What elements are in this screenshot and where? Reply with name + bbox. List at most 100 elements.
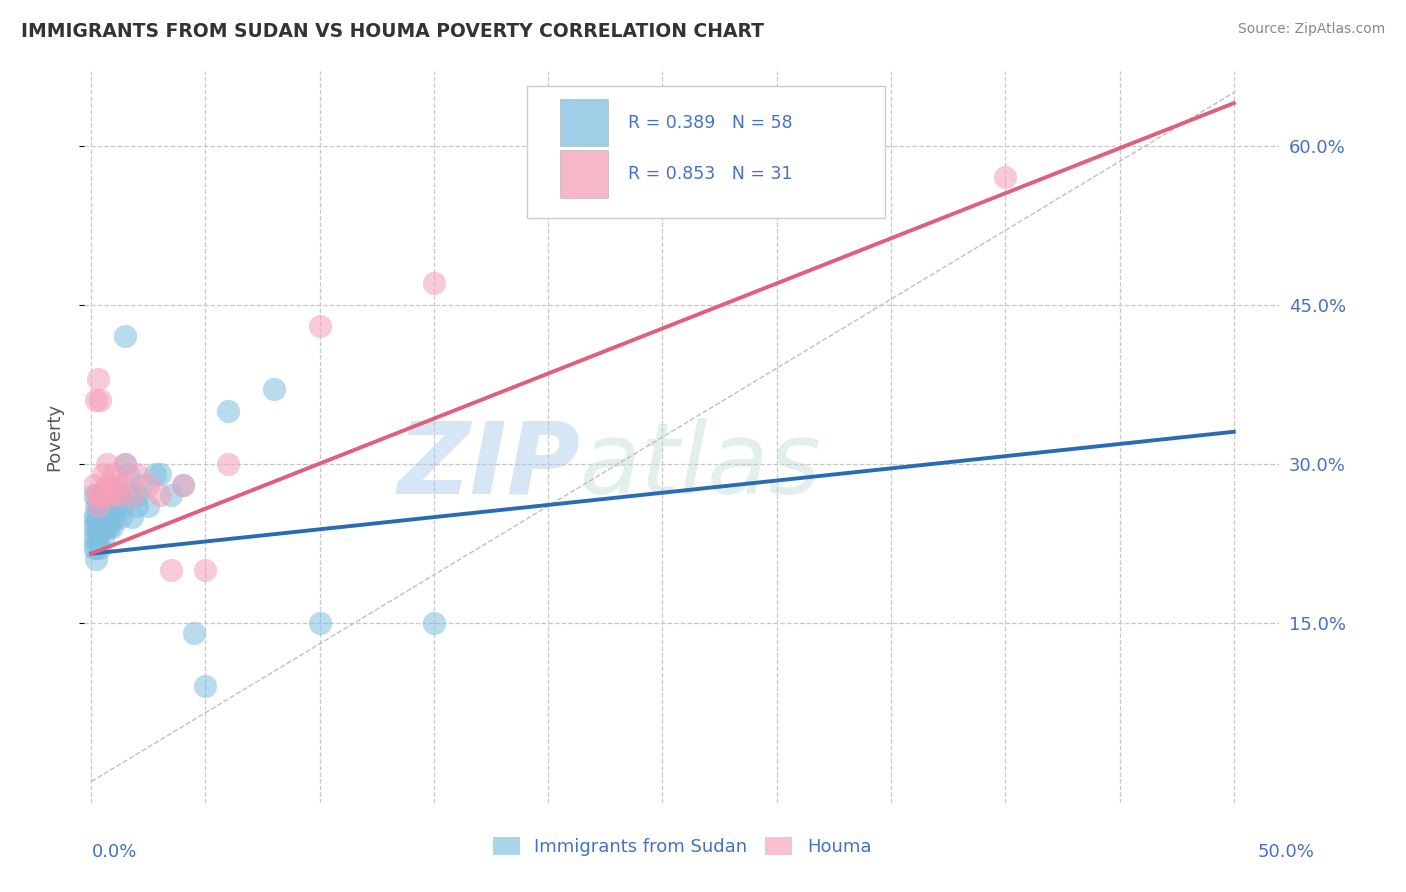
- Point: [87, 499, 110, 513]
- Point: [143, 467, 166, 482]
- Point: [83, 541, 105, 556]
- Point: [94, 488, 117, 502]
- Point: [87, 509, 110, 524]
- Point: [83, 509, 105, 524]
- Text: 50.0%: 50.0%: [1258, 843, 1315, 861]
- Point: [423, 615, 446, 630]
- Text: Source: ZipAtlas.com: Source: ZipAtlas.com: [1237, 22, 1385, 37]
- Point: [103, 509, 125, 524]
- Point: [423, 277, 446, 291]
- Point: [110, 509, 132, 524]
- Point: [94, 509, 117, 524]
- Point: [84, 499, 107, 513]
- Point: [138, 477, 160, 491]
- Text: R = 0.389   N = 58: R = 0.389 N = 58: [628, 113, 793, 131]
- Point: [91, 520, 114, 534]
- Point: [114, 329, 136, 343]
- FancyBboxPatch shape: [560, 150, 607, 197]
- Point: [217, 403, 239, 417]
- Point: [91, 531, 114, 545]
- Point: [194, 679, 217, 693]
- Point: [101, 499, 124, 513]
- Text: R = 0.853   N = 31: R = 0.853 N = 31: [628, 165, 793, 183]
- Point: [84, 392, 107, 407]
- Point: [994, 170, 1017, 185]
- Point: [107, 488, 129, 502]
- Point: [83, 531, 105, 545]
- Point: [89, 499, 111, 513]
- Point: [87, 520, 110, 534]
- Text: 0.0%: 0.0%: [91, 843, 136, 861]
- Point: [149, 488, 172, 502]
- Point: [89, 541, 111, 556]
- FancyBboxPatch shape: [527, 86, 886, 218]
- Point: [83, 477, 105, 491]
- Point: [101, 488, 124, 502]
- Point: [112, 499, 135, 513]
- Point: [263, 383, 285, 397]
- Text: ZIP: ZIP: [398, 417, 581, 515]
- Point: [89, 509, 111, 524]
- Point: [131, 477, 153, 491]
- Point: [105, 499, 128, 513]
- Point: [96, 477, 118, 491]
- Point: [87, 531, 110, 545]
- Point: [91, 488, 114, 502]
- Point: [89, 392, 111, 407]
- Point: [91, 499, 114, 513]
- Text: IMMIGRANTS FROM SUDAN VS HOUMA POVERTY CORRELATION CHART: IMMIGRANTS FROM SUDAN VS HOUMA POVERTY C…: [21, 22, 763, 41]
- Point: [121, 488, 143, 502]
- Point: [105, 477, 128, 491]
- Point: [94, 520, 117, 534]
- Point: [103, 467, 125, 482]
- Point: [765, 192, 787, 206]
- FancyBboxPatch shape: [560, 99, 607, 146]
- Point: [98, 509, 121, 524]
- Point: [98, 477, 121, 491]
- Point: [84, 488, 107, 502]
- Point: [96, 509, 118, 524]
- Point: [308, 615, 330, 630]
- Point: [160, 488, 183, 502]
- Point: [125, 499, 148, 513]
- Point: [89, 520, 111, 534]
- Point: [183, 626, 205, 640]
- Point: [84, 552, 107, 566]
- Point: [84, 531, 107, 545]
- Point: [87, 488, 110, 502]
- Point: [125, 467, 148, 482]
- Point: [114, 457, 136, 471]
- Point: [83, 488, 105, 502]
- Point: [107, 488, 129, 502]
- Point: [121, 509, 143, 524]
- Text: atlas: atlas: [581, 417, 823, 515]
- Point: [96, 520, 118, 534]
- Point: [117, 467, 139, 482]
- Point: [172, 477, 194, 491]
- Y-axis label: Poverty: Poverty: [45, 403, 63, 471]
- Legend: Immigrants from Sudan, Houma: Immigrants from Sudan, Houma: [485, 830, 879, 863]
- Point: [217, 457, 239, 471]
- Point: [103, 488, 125, 502]
- Point: [91, 509, 114, 524]
- Point: [308, 318, 330, 333]
- Point: [87, 499, 110, 513]
- Point: [84, 541, 107, 556]
- Point: [87, 372, 110, 386]
- Point: [101, 520, 124, 534]
- Point: [84, 520, 107, 534]
- Point: [83, 520, 105, 534]
- Point: [110, 477, 132, 491]
- Point: [172, 477, 194, 491]
- Point: [114, 457, 136, 471]
- Point: [91, 467, 114, 482]
- Point: [125, 488, 148, 502]
- Point: [94, 499, 117, 513]
- Point: [138, 499, 160, 513]
- Point: [98, 520, 121, 534]
- Point: [194, 563, 217, 577]
- Point: [149, 467, 172, 482]
- Point: [89, 488, 111, 502]
- Point: [120, 488, 142, 502]
- Point: [96, 457, 118, 471]
